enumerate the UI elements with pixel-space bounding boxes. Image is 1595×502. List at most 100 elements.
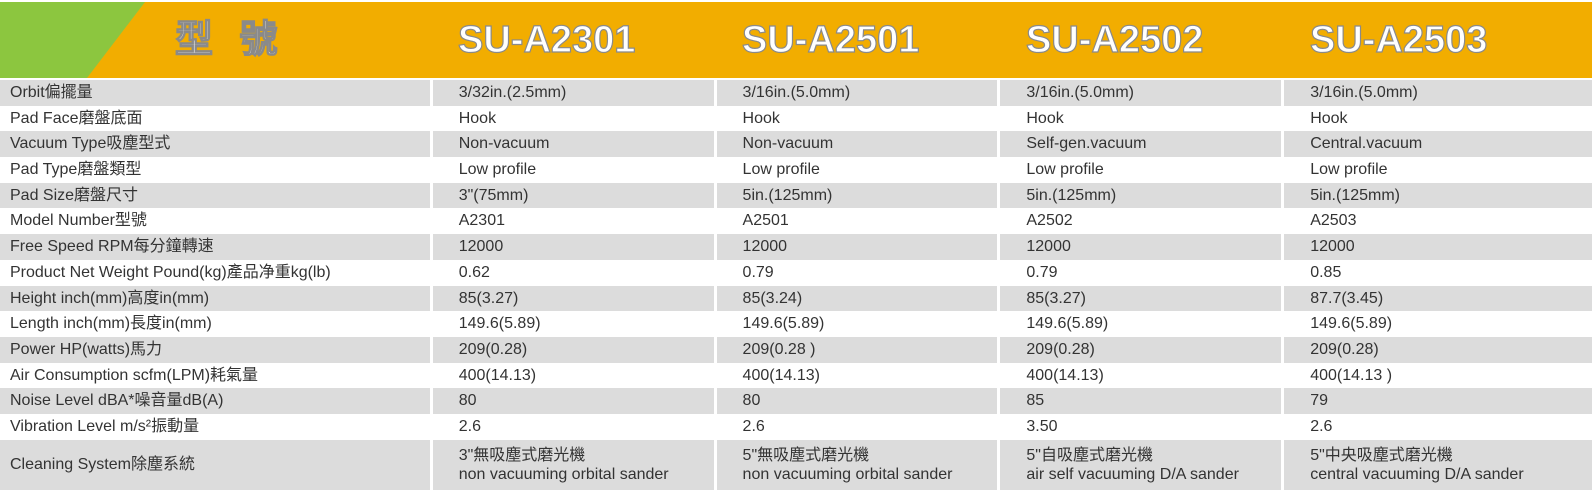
row-value: 209(0.28) <box>1284 336 1593 363</box>
table-row: Vacuum Type吸塵型式 Non-vacuum Non-vacuum Self-… <box>0 131 1593 158</box>
row-value: 5in.(125mm) <box>1284 182 1593 209</box>
row-value: A2501 <box>742 212 789 230</box>
table-row: Product Net Weight Pound(kg)產品净重kg(lb) 0.… <box>0 260 1592 286</box>
table-row: Pad Face磨盤底面 Hook Hook Hook Hook <box>0 106 1592 132</box>
row-value: 0.62 <box>458 263 490 281</box>
row-label: Product Net Weight Pound(kg)產品净重kg(lb) <box>10 263 331 281</box>
row-value: 0.79 <box>742 263 774 281</box>
row-value: 87.7(3.45) <box>1284 285 1593 312</box>
row-value: 3/16in.(5.0mm) <box>1000 80 1282 106</box>
row-value: A2502 <box>1026 212 1073 230</box>
row-label: Power HP(watts)馬力 <box>0 336 430 363</box>
row-value: 12000 <box>1000 234 1282 260</box>
row-value: 5in.(125mm) <box>716 182 998 209</box>
table-row: Power HP(watts)馬力 209(0.28) 209(0.28 ) 209(… <box>0 336 1593 363</box>
row-value: 400(14.13) <box>742 366 820 384</box>
spec-table: Orbit偏擺量 3/32in.(2.5mm) 3/16in.(5.0mm) 3/16… <box>0 80 1593 490</box>
row-value: 85(3.27) <box>1000 285 1282 312</box>
row-value: 3.50 <box>1026 417 1058 435</box>
row-label: Pad Type磨盤類型 <box>10 161 142 179</box>
row-value: 80 <box>716 388 998 414</box>
row-value: 400(14.13) <box>458 366 537 384</box>
row-value: 3"(75mm) <box>432 182 714 209</box>
row-value: 400(14.13) <box>1026 366 1104 384</box>
row-value: Low profile <box>1310 161 1388 179</box>
row-label: Cleaning System除塵系統 <box>0 439 430 490</box>
row-label: Length inch(mm)長度in(mm) <box>10 315 212 333</box>
row-label: Noise Level dBA*噪音量dB(A) <box>0 388 430 414</box>
cleaning-en: central vacuuming D/A sander <box>1310 465 1524 483</box>
row-label: Orbit偏擺量 <box>0 80 430 106</box>
cleaning-zh: 5"中央吸塵式磨光機 <box>1310 446 1453 464</box>
table-row-cleaning: Cleaning System除塵系統 3"無吸塵式磨光機 non vacuumin… <box>0 439 1593 490</box>
row-value: 5"無吸塵式磨光機 non vacuuming orbital sander <box>716 439 998 490</box>
row-value: Hook <box>1310 109 1348 127</box>
model-header-3: SU-A2502 <box>1025 18 1204 61</box>
row-value: 0.79 <box>1026 263 1058 281</box>
model-header-label: 型 號 <box>174 18 286 61</box>
row-value: 209(0.28 ) <box>716 336 998 363</box>
cleaning-en: non vacuuming orbital sander <box>458 465 669 483</box>
row-value: 12000 <box>432 234 714 260</box>
table-row: Vibration Level m/s²振動量 2.6 2.6 3.50 2.6 <box>0 414 1592 440</box>
row-value: 79 <box>1284 388 1593 414</box>
row-value: 209(0.28) <box>1000 336 1282 363</box>
row-label: Vacuum Type吸塵型式 <box>0 131 430 158</box>
row-value: 149.6(5.89) <box>1310 315 1393 333</box>
row-value: 85 <box>1000 388 1282 414</box>
model-header-4: SU-A2503 <box>1309 18 1488 61</box>
row-value: A2503 <box>1310 212 1357 230</box>
row-value: 3/16in.(5.0mm) <box>716 80 998 106</box>
row-value: Hook <box>1026 109 1064 127</box>
row-value: 85(3.24) <box>716 285 998 312</box>
row-value: 5"自吸塵式磨光機 air self vacuuming D/A sander <box>1000 439 1282 490</box>
table-row: Free Speed RPM每分鐘轉速 12000 12000 12000 12000 <box>0 234 1593 260</box>
table-row: Length inch(mm)長度in(mm) 149.6(5.89) 149.6(… <box>0 311 1592 337</box>
cleaning-en: non vacuuming orbital sander <box>742 465 953 483</box>
row-value: 3/16in.(5.0mm) <box>1284 80 1593 106</box>
table-header: 型 號 SU-A2301 SU-A2501 SU-A2502 SU-A2503 <box>0 2 1592 78</box>
row-value: Non-vacuum <box>432 131 714 158</box>
row-label: Pad Face磨盤底面 <box>10 109 143 127</box>
row-value: 3"無吸塵式磨光機 non vacuuming orbital sander <box>432 439 714 490</box>
row-value: Central.vacuum <box>1284 131 1593 158</box>
table-row: Pad Size磨盤尺寸 3"(75mm) 5in.(125mm) 5in.(125m… <box>0 182 1593 209</box>
row-label: Pad Size磨盤尺寸 <box>0 182 430 209</box>
row-value: 149.6(5.89) <box>1026 315 1109 333</box>
table-row: Orbit偏擺量 3/32in.(2.5mm) 3/16in.(5.0mm) 3/16… <box>0 80 1593 106</box>
table-row: Height inch(mm)高度in(mm) 85(3.27) 85(3.24) 8… <box>0 285 1593 312</box>
row-value: 149.6(5.89) <box>742 315 825 333</box>
table-row: Air Consumption scfm(LPM)耗氣量 400(14.13) 40… <box>0 363 1592 389</box>
row-value: Self-gen.vacuum <box>1000 131 1282 158</box>
row-value: 400(14.13 ) <box>1310 366 1393 384</box>
row-value: 209(0.28) <box>432 336 714 363</box>
row-value: 149.6(5.89) <box>458 315 541 333</box>
row-value: 5"中央吸塵式磨光機 central vacuuming D/A sander <box>1284 439 1593 490</box>
row-value: 5in.(125mm) <box>1000 182 1282 209</box>
row-value: 2.6 <box>458 417 481 435</box>
row-value: 2.6 <box>742 417 765 435</box>
green-accent <box>0 2 145 78</box>
row-label: Height inch(mm)高度in(mm) <box>0 285 430 312</box>
row-value: 80 <box>432 388 714 414</box>
table-row: Model Number型號 A2301 A2501 A2502 A2503 <box>0 208 1592 234</box>
cleaning-en: air self vacuuming D/A sander <box>1026 465 1239 483</box>
row-value: 85(3.27) <box>432 285 714 312</box>
model-header-2: SU-A2501 <box>741 18 920 61</box>
model-header-1: SU-A2301 <box>457 18 636 61</box>
row-label: Air Consumption scfm(LPM)耗氣量 <box>10 366 259 384</box>
cleaning-label: Cleaning System除塵系統 <box>10 456 195 474</box>
row-value: Low profile <box>742 161 820 179</box>
row-value: Hook <box>742 109 780 127</box>
cleaning-zh: 3"無吸塵式磨光機 <box>458 446 586 464</box>
cleaning-zh: 5"無吸塵式磨光機 <box>742 446 870 464</box>
row-value: A2301 <box>458 212 505 230</box>
row-value: 0.85 <box>1310 263 1342 281</box>
cleaning-zh: 5"自吸塵式磨光機 <box>1026 446 1153 464</box>
row-value: 12000 <box>716 234 998 260</box>
row-value: 2.6 <box>1310 417 1333 435</box>
row-value: 12000 <box>1284 234 1593 260</box>
row-label: Model Number型號 <box>10 212 147 230</box>
row-label: Free Speed RPM每分鐘轉速 <box>0 234 430 260</box>
row-value: Hook <box>458 109 497 127</box>
